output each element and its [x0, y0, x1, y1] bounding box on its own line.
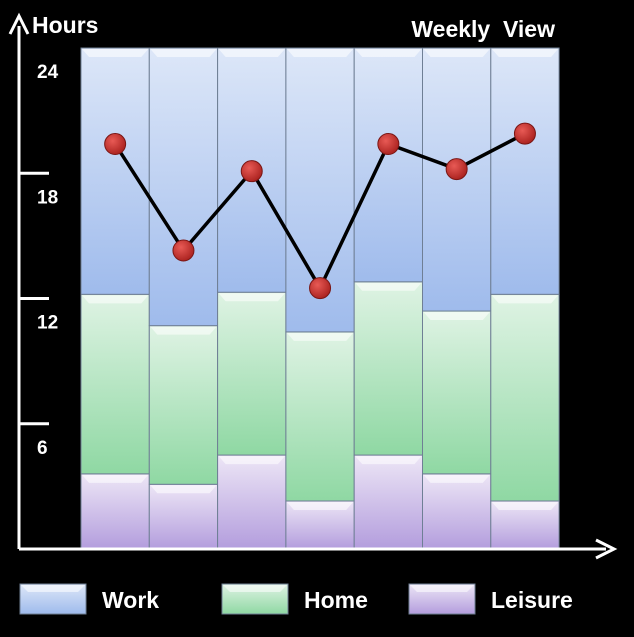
bar-work-7 [490, 47, 560, 295]
bar-home-7 [490, 293, 560, 502]
x-axis-arrow [595, 538, 618, 560]
bar-work-highlight-5 [355, 49, 422, 57]
bar-home-4 [285, 331, 355, 502]
bar-home-highlight-7 [491, 295, 559, 304]
bar-home-3 [217, 291, 287, 456]
chart-title: Weekly View [411, 16, 555, 42]
bar-leisure-2 [148, 483, 219, 550]
bar-work-highlight-3 [218, 49, 285, 57]
legend-swatch-highlight-leisure [410, 585, 474, 592]
y-tick-label-6: 6 [37, 438, 48, 459]
bar-leisure-highlight-7 [491, 501, 559, 510]
bar-leisure-highlight-6 [423, 474, 490, 483]
bar-leisure-6 [422, 473, 492, 550]
y-tick-label-18: 18 [37, 187, 58, 208]
y-axis-label: Hours [32, 12, 98, 38]
bar-leisure-3 [217, 454, 287, 550]
line-point-5 [377, 133, 400, 156]
legend-label-leisure: Leisure [491, 587, 573, 613]
y-tick-label-24: 24 [37, 62, 59, 83]
bar-leisure-highlight-3 [218, 456, 285, 465]
bar-leisure-highlight-2 [150, 485, 217, 494]
bar-work-highlight-1 [82, 49, 149, 57]
line-point-6 [445, 158, 468, 181]
bar-home-highlight-2 [150, 326, 217, 335]
legend-swatch-highlight-home [223, 585, 287, 592]
bar-leisure-1 [80, 473, 150, 550]
legend: Work Home Leisure [19, 583, 573, 615]
bar-home-highlight-3 [218, 293, 285, 302]
bar-leisure-highlight-5 [355, 456, 422, 465]
bar-work-1 [80, 47, 150, 295]
line-point-1 [104, 133, 127, 156]
bar-home-highlight-4 [286, 332, 354, 341]
bar-work-highlight-7 [491, 49, 559, 57]
y-tick-label-12: 12 [37, 313, 58, 334]
legend-label-home: Home [304, 587, 368, 613]
y-ticks: 6 12 18 24 [19, 62, 59, 459]
bar-home-2 [148, 325, 219, 485]
bar-home-highlight-5 [355, 282, 422, 291]
bar-leisure-highlight-4 [286, 501, 354, 510]
bar-work-2 [148, 47, 219, 327]
y-axis-arrow [8, 12, 30, 35]
legend-swatch-highlight-work [21, 585, 85, 592]
line-layer [104, 122, 536, 300]
bar-home-5 [353, 281, 424, 456]
line-point-7 [513, 122, 536, 145]
bar-home-1 [80, 293, 150, 475]
bar-home-highlight-1 [82, 295, 149, 304]
legend-label-work: Work [102, 587, 159, 613]
bars-layer [80, 47, 560, 550]
bar-work-highlight-4 [286, 49, 354, 57]
line-point-3 [240, 160, 263, 183]
bar-work-highlight-2 [150, 49, 217, 57]
line-point-2 [172, 239, 195, 262]
bar-work-5 [353, 47, 424, 283]
line-point-4 [309, 277, 332, 300]
bar-home-highlight-6 [423, 312, 490, 321]
bar-leisure-highlight-1 [82, 474, 149, 483]
bar-work-highlight-6 [423, 49, 490, 57]
bar-home-6 [422, 310, 492, 475]
bar-leisure-5 [353, 454, 424, 550]
